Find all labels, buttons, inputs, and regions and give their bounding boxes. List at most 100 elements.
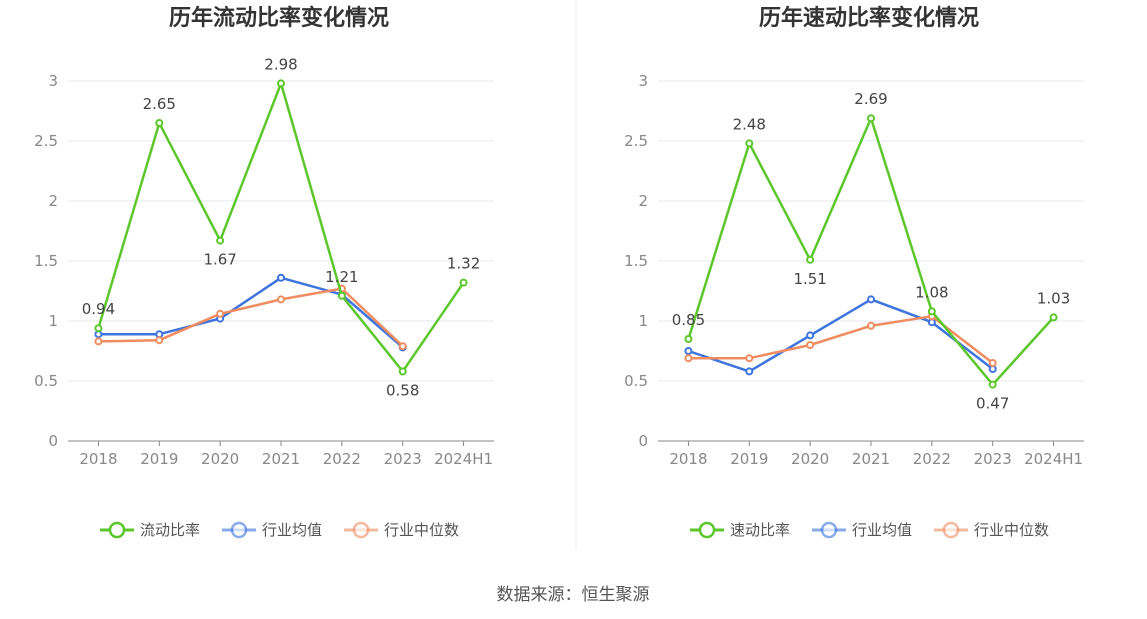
x-tick-label: 2021 — [262, 450, 300, 468]
x-tick-label: 2024H1 — [1024, 450, 1083, 468]
data-point[interactable] — [94, 324, 103, 333]
series-line — [98, 287, 404, 348]
data-point[interactable] — [216, 309, 225, 318]
data-point[interactable] — [684, 335, 693, 343]
x-tick-label: 2018 — [79, 450, 117, 468]
data-point[interactable] — [806, 331, 815, 340]
data-point[interactable] — [155, 336, 164, 345]
x-tick-label: 2021 — [852, 450, 890, 468]
legend-label: 流动比率 — [140, 521, 200, 539]
current-ratio-chart: 历年流动比率变化情况 0 0.5 1 1.5 2 2.5 3 2018 2019 2020 2021 2… — [34, 5, 494, 539]
data-point[interactable] — [867, 321, 875, 330]
x-tick-label: 2023 — [384, 450, 422, 468]
legend-item[interactable]: 行业均值 — [812, 521, 912, 539]
data-point[interactable] — [867, 114, 875, 123]
series-line — [687, 116, 1055, 386]
legend-label: 行业中位数 — [974, 521, 1049, 539]
y-tick-label: 2 — [638, 192, 648, 210]
y-tick-label: 0 — [638, 432, 648, 450]
legend-circle-icon — [698, 521, 716, 539]
data-point[interactable] — [806, 341, 815, 349]
data-label: 2.69 — [854, 90, 887, 108]
data-point[interactable] — [337, 291, 346, 300]
data-point[interactable] — [745, 354, 754, 363]
chart-title: 历年流动比率变化情况 — [169, 5, 389, 31]
data-point[interactable] — [988, 359, 997, 367]
legend-circle-icon — [942, 521, 960, 539]
data-point[interactable] — [155, 119, 164, 127]
data-label: 2.65 — [143, 95, 176, 113]
data-point[interactable] — [927, 307, 936, 316]
x-tick-label: 2019 — [730, 450, 768, 468]
series-line — [688, 298, 994, 373]
x-tick-label: 2024H1 — [434, 450, 493, 468]
data-point[interactable] — [277, 295, 285, 304]
y-tick-label: 1.5 — [34, 252, 58, 270]
data-label: 2.48 — [733, 115, 766, 133]
data-point[interactable] — [1049, 313, 1058, 322]
x-tick-label: 2020 — [791, 450, 829, 468]
data-label: 0.94 — [82, 300, 115, 318]
legend-circle-icon — [230, 521, 248, 539]
data-label: 1.03 — [1037, 289, 1070, 307]
legend-item[interactable]: 速动比率 — [690, 521, 790, 539]
x-tick-label: 2019 — [140, 450, 178, 468]
legend-label: 行业均值 — [262, 521, 322, 539]
legend-item[interactable]: 行业中位数 — [934, 521, 1049, 539]
data-point[interactable] — [459, 278, 468, 287]
data-point[interactable] — [277, 273, 285, 282]
data-point[interactable] — [398, 342, 407, 351]
y-tick-label: 2.5 — [624, 132, 648, 150]
series-line — [98, 276, 404, 349]
y-tick-label: 0.5 — [34, 372, 58, 390]
y-tick-label: 2.5 — [34, 132, 58, 150]
data-point[interactable] — [277, 79, 285, 88]
legend-label: 速动比率 — [730, 521, 790, 539]
legend-label: 行业中位数 — [384, 521, 459, 539]
data-label: 0.47 — [976, 395, 1009, 413]
data-label: 1.08 — [915, 283, 948, 301]
data-label: 1.51 — [793, 270, 826, 288]
x-tick-label: 2020 — [201, 450, 239, 468]
data-label: 1.67 — [203, 251, 236, 269]
series-line — [97, 82, 465, 373]
y-tick-label: 3 — [638, 72, 648, 90]
y-tick-label: 1 — [638, 312, 648, 330]
x-tick-label: 2023 — [974, 450, 1012, 468]
series-line — [688, 314, 994, 364]
data-point[interactable] — [745, 367, 754, 376]
quick-ratio-chart: 历年速动比率变化情况 0 0.5 1 1.5 2 2.5 3 2018 2019 2020 2021 2… — [624, 5, 1084, 539]
legend-circle-icon — [352, 521, 370, 539]
data-point[interactable] — [216, 236, 225, 245]
data-point[interactable] — [867, 295, 875, 304]
x-tick-label: 2022 — [913, 450, 951, 468]
data-label: 1.21 — [325, 268, 358, 286]
data-point[interactable] — [94, 337, 103, 346]
data-label: 1.32 — [447, 255, 480, 273]
data-point[interactable] — [684, 354, 693, 363]
data-label: 2.98 — [264, 55, 297, 73]
data-point[interactable] — [398, 367, 407, 376]
legend-item[interactable]: 行业中位数 — [344, 521, 459, 539]
y-tick-label: 1.5 — [624, 252, 648, 270]
data-source-note: 数据来源：恒生聚源 — [497, 585, 650, 605]
x-tick-label: 2022 — [323, 450, 361, 468]
data-point[interactable] — [806, 255, 815, 264]
data-label: 0.58 — [386, 381, 419, 399]
y-tick-label: 1 — [48, 312, 58, 330]
legend-circle-icon — [820, 521, 838, 539]
chart-title: 历年速动比率变化情况 — [759, 5, 979, 31]
y-tick-label: 0 — [48, 432, 58, 450]
data-point[interactable] — [684, 347, 693, 355]
y-tick-label: 2 — [48, 192, 58, 210]
x-tick-label: 2018 — [669, 450, 707, 468]
data-point[interactable] — [745, 139, 754, 148]
legend-item[interactable]: 行业均值 — [222, 521, 322, 539]
legend-label: 行业均值 — [852, 521, 912, 539]
data-label: 0.85 — [672, 311, 705, 329]
y-tick-label: 3 — [48, 72, 58, 90]
y-tick-label: 0.5 — [624, 372, 648, 390]
data-point[interactable] — [988, 380, 997, 389]
legend-item[interactable]: 流动比率 — [100, 521, 200, 539]
